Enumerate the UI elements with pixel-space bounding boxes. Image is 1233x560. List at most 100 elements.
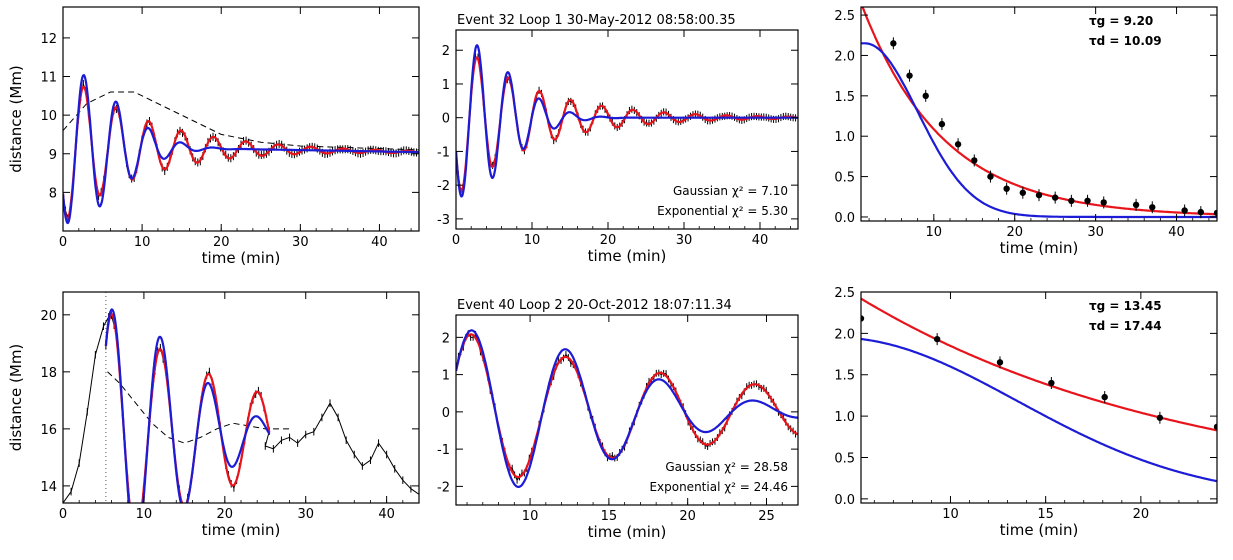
amplitude-point [1149,204,1156,211]
x-tick-label: 40 [378,507,395,522]
exponential-envelope-fit [861,7,1217,216]
plot-area [861,297,1217,483]
y-axis-label: distance (Mm) [7,344,25,452]
plot-area [861,7,1217,219]
y-tick-label: 20 [40,309,57,324]
x-tick-label: 20 [213,235,230,250]
chart-panel-6: 10 15 20 0.0 0.5 1.0 1.5 2.0 2.5 time (min) τg = 1… [834,286,1218,539]
y-tick-label: 1 [442,369,450,384]
x-axis-label: time (min) [202,521,281,539]
gaussian-envelope-fit [861,337,1217,483]
amplitude-point [938,120,946,128]
amplitude-point [1181,207,1188,214]
x-tick-label: 10 [134,235,151,250]
x-tick-label: 40 [752,233,769,248]
background-trend-line [107,371,290,444]
x-tick-label: 10 [136,507,153,522]
x-tick-label: 15 [601,509,618,524]
amplitude-point [1100,199,1107,206]
x-tick-label: 40 [1168,225,1185,240]
chart-panel-1: 0 10 20 30 40 8 9 10 11 12 time (min) distance (Mm) [7,6,420,267]
y-tick-label: 2.5 [834,9,855,24]
tau-annotation: τd = 17.44 [1089,319,1162,333]
y-tick-label: -2 [437,179,450,194]
y-tick-label: 10 [40,109,57,124]
amplitude-point [1197,208,1205,216]
amplitude-point [1051,194,1059,201]
amplitude-point [1213,423,1217,431]
y-tick-label: 0 [442,406,450,421]
x-tick-label: 20 [217,507,234,522]
y-tick-label: 18 [40,366,57,381]
x-tick-label: 0 [452,233,460,248]
plot-area [63,292,419,503]
y-tick-label: 14 [40,480,57,495]
chart-panel-5: 10 15 20 25 -2 -1 0 1 2 time (min) Event 40 Loop 2… [437,298,799,541]
plot-frame [62,291,420,504]
tau-annotation: τd = 10.09 [1089,34,1162,48]
chi-square-annotation: Exponential χ² = 5.30 [657,204,788,218]
exponential-fit-line [63,85,419,221]
amplitude-point [987,173,994,180]
x-axis-label: time (min) [1000,239,1079,257]
x-tick-label: 10 [926,225,943,240]
y-tick-label: 2.0 [834,327,855,342]
amplitude-point [890,40,897,47]
amplitude-point [954,141,962,148]
amplitude-point [1213,209,1217,217]
exponential-envelope-fit [861,297,1217,432]
amplitude-point [1003,185,1010,192]
amplitude-point [1101,393,1108,401]
amplitude-point [933,335,941,343]
exponential-fit-line [456,56,798,193]
y-tick-label: 0.0 [834,493,855,508]
amplitude-point [861,315,865,322]
plot-area [63,73,419,225]
x-tick-label: 0 [59,235,67,250]
x-tick-label: 25 [758,509,775,524]
amplitude-point [1084,197,1091,205]
y-tick-label: 8 [49,186,57,201]
plot-frame [860,6,1218,222]
x-tick-label: 30 [676,233,693,248]
amplitude-point [1068,197,1075,205]
x-tick-label: 15 [1037,507,1054,522]
y-tick-label: 0 [442,112,450,127]
x-tick-label: 40 [371,235,388,250]
amplitude-point [906,72,913,79]
amplitude-point [1019,189,1027,196]
x-axis-label: time (min) [202,249,281,267]
chart-panel-2: 0 10 20 30 40 -3 -2 -1 0 1 2 time (min) Event 32 Loo… [437,13,799,265]
x-tick-label: 20 [1133,507,1150,522]
y-tick-label: 1 [442,78,450,93]
x-tick-label: 20 [679,509,696,524]
y-tick-label: 1.5 [834,90,855,105]
gaussian-fit-line [104,308,271,503]
y-tick-label: 2.5 [834,286,855,301]
y-tick-label: 1.0 [834,410,855,425]
y-tick-label: 1.5 [834,369,855,384]
plot-frame [62,6,420,232]
y-tick-label: 0.0 [834,211,855,226]
y-tick-label: 16 [40,423,57,438]
gaussian-envelope-fit [861,42,1217,219]
y-tick-label: 0.5 [834,171,855,186]
y-tick-label: 11 [40,71,57,86]
x-tick-label: 30 [292,235,309,250]
tau-annotation: τg = 9.20 [1089,14,1153,28]
plot-frame [455,29,799,230]
gaussian-fit-line [456,329,798,488]
amplitude-point [1132,201,1140,209]
panel-title: Event 40 Loop 2 20-Oct-2012 18:07:11.34 [457,298,732,313]
amplitude-point [1035,191,1043,199]
tau-annotation: τg = 13.45 [1089,299,1162,313]
gaussian-fit-line [456,43,798,198]
y-tick-label: -2 [437,480,450,495]
x-tick-label: 10 [524,233,541,248]
plot-frame [455,314,799,506]
y-tick-label: -3 [437,213,450,228]
x-tick-label: 20 [600,233,617,248]
amplitude-point [922,92,929,100]
